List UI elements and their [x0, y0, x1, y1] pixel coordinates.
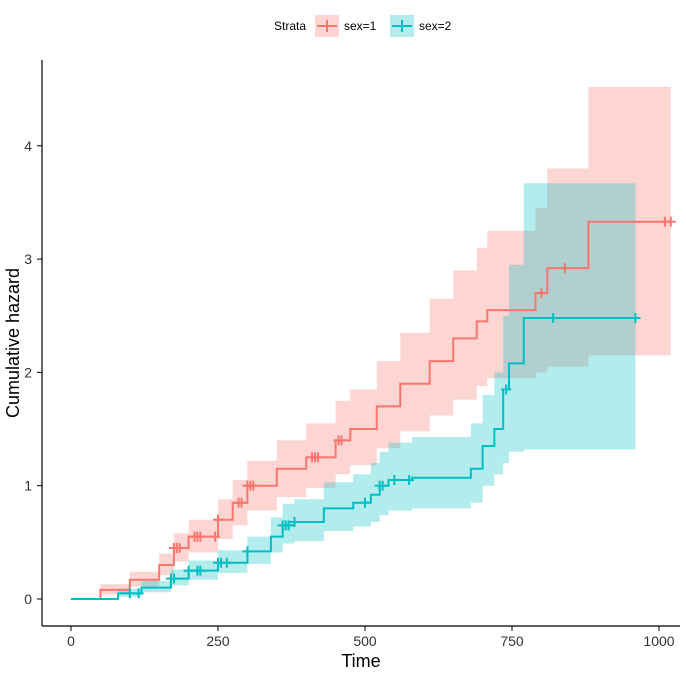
- x-tick-label: 750: [500, 633, 524, 649]
- hazard-lines: [71, 220, 671, 600]
- ci-band-sex2: [71, 183, 636, 599]
- censor-mark: [548, 313, 559, 324]
- censor-mark: [289, 516, 300, 527]
- censor-mark: [360, 497, 370, 508]
- censor-mark: [501, 384, 512, 395]
- censor-mark: [248, 480, 259, 491]
- censor-mark: [559, 263, 570, 274]
- censor-mark: [183, 565, 194, 576]
- confidence-bands: [71, 86, 671, 599]
- y-tick-label: 4: [24, 138, 32, 154]
- y-tick-label: 0: [24, 591, 32, 607]
- y-tick-label: 2: [24, 364, 32, 380]
- censor-mark: [213, 514, 223, 525]
- censor-mark: [133, 588, 144, 599]
- hazard-line-sex1: [71, 220, 671, 600]
- censor-mark: [377, 480, 388, 491]
- censor-mark: [174, 543, 185, 554]
- censor-mark: [665, 216, 676, 227]
- y-axis-label: Cumulative hazard: [3, 268, 23, 418]
- censor-mark: [221, 557, 232, 568]
- censor-mark: [630, 313, 641, 324]
- censor-mark: [236, 497, 247, 508]
- censor-mark: [404, 475, 415, 486]
- censor-mark: [312, 452, 323, 463]
- legend-label-sex2: sex=2: [419, 19, 452, 33]
- x-tick-label: 1000: [643, 633, 674, 649]
- legend-title: Strata: [274, 19, 306, 33]
- censor-mark: [389, 475, 400, 486]
- censor-mark: [195, 531, 206, 542]
- censor-mark: [242, 546, 253, 557]
- x-axis-label: Time: [341, 651, 380, 671]
- censor-mark: [124, 588, 135, 599]
- censor-marks: [124, 216, 676, 599]
- censor-mark: [210, 531, 221, 542]
- hazard-line-sex2: [71, 317, 636, 600]
- x-tick-label: 0: [67, 633, 75, 649]
- censor-mark: [336, 435, 347, 446]
- legend: Strata sex=1 sex=2: [274, 15, 452, 37]
- y-tick-label: 1: [24, 478, 32, 494]
- y-tick-label: 3: [24, 251, 32, 267]
- x-tick-label: 250: [206, 633, 230, 649]
- censor-mark: [168, 573, 179, 584]
- censor-mark: [283, 520, 294, 531]
- x-tick-label: 500: [353, 633, 377, 649]
- censor-mark: [536, 288, 547, 299]
- censor-mark: [195, 565, 206, 576]
- legend-label-sex1: sex=1: [344, 19, 377, 33]
- ci-band-sex1: [71, 86, 671, 599]
